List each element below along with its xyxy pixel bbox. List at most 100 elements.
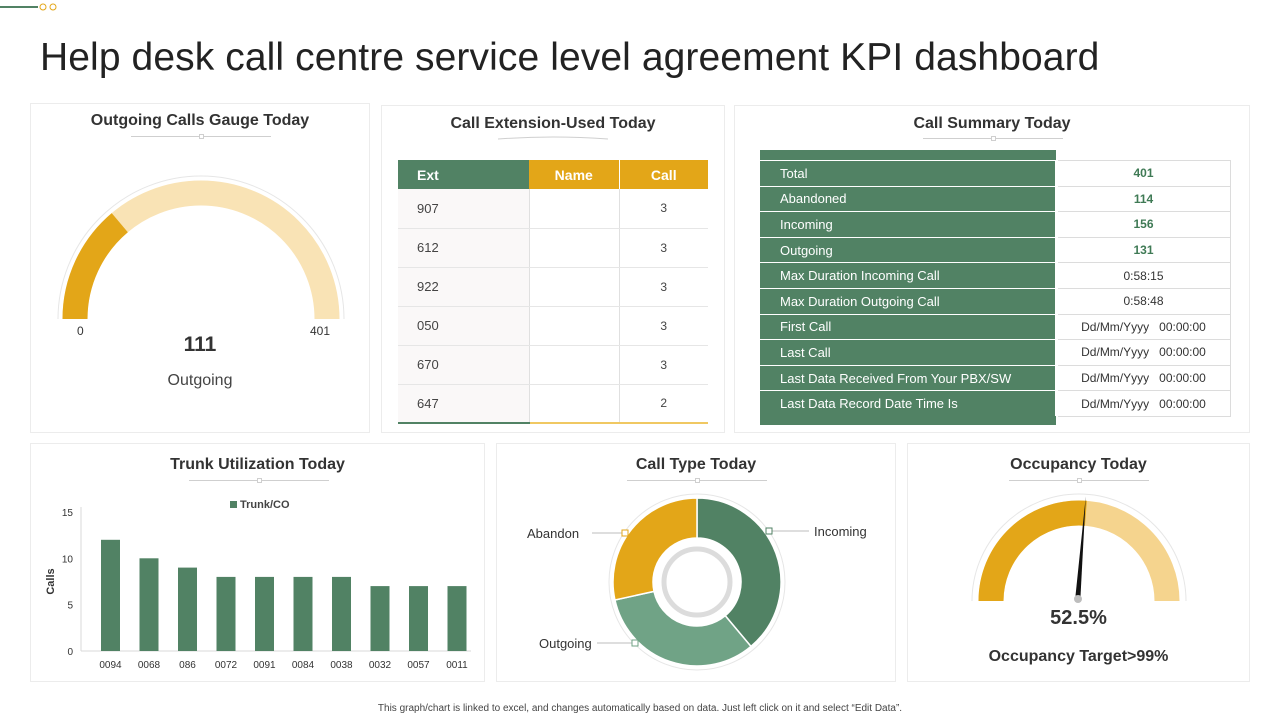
x-tick-label: 0084 xyxy=(292,660,315,671)
summary-row: Outgoing 131 xyxy=(760,236,1231,264)
summary-value: 156 xyxy=(1055,211,1231,238)
donut-inner-ring xyxy=(661,546,733,618)
summary-label: Last Data Received From Your PBX/SW xyxy=(760,365,1058,392)
call-type-title: Call Type Today xyxy=(635,456,757,473)
summary-title: Call Summary Today xyxy=(913,115,1071,132)
gauge-outline xyxy=(57,175,345,320)
trunk-bar xyxy=(216,576,236,651)
summary-label: Max Duration Incoming Call xyxy=(760,262,1058,289)
call-cell: 3 xyxy=(619,306,708,346)
name-cell xyxy=(529,306,620,346)
abandon-label: Abandon xyxy=(527,526,580,541)
extension-table-body: 907 3 612 3 922 3 050 3 670 3 647 2 xyxy=(398,189,708,424)
gauge-max-label: 401 xyxy=(310,324,331,338)
extension-title: Call Extension-Used Today xyxy=(450,115,656,132)
title-divider xyxy=(131,134,271,139)
occupancy-needle-pivot xyxy=(1074,595,1082,603)
trunk-bar xyxy=(370,586,390,651)
donut-slice-abandon xyxy=(612,497,698,601)
occupancy-value: 52.5% xyxy=(1050,607,1107,629)
occupancy-gauge-chart xyxy=(971,493,1187,603)
extension-header-row: Ext Name Call xyxy=(398,160,708,189)
legend-label: Trunk/CO xyxy=(240,499,290,511)
trunk-bar-chart: 0 5 10 15 Calls Trunk/CO 0094 0068 086 0072 0091 00… xyxy=(45,499,471,671)
summary-row: Incoming 156 xyxy=(760,211,1231,238)
donut-slice-outgoing xyxy=(614,590,752,667)
summary-row: Last Data Record Date Time Is Dd/Mm/Yyyy … xyxy=(760,390,1231,417)
summary-label: Max Duration Outgoing Call xyxy=(760,288,1058,315)
title-divider xyxy=(923,136,1063,141)
summary-value: 131 xyxy=(1055,236,1231,264)
trunk-bar xyxy=(447,586,467,651)
summary-label: Incoming xyxy=(760,211,1058,238)
x-tick-label: 0094 xyxy=(99,660,122,671)
name-cell xyxy=(529,384,620,424)
outgoing-gauge-title: Outgoing Calls Gauge Today xyxy=(90,112,310,129)
y-tick-label: 15 xyxy=(62,508,74,519)
x-tick-label: 0057 xyxy=(407,660,430,671)
title-divider xyxy=(189,478,329,483)
incoming-label: Incoming xyxy=(814,524,867,539)
trunk-bar xyxy=(139,558,159,651)
trunk-bar xyxy=(101,539,120,651)
summary-table-body: Total 401 Abandoned 114 Incoming 156 Outgoing 1… xyxy=(760,160,1231,417)
summary-label: First Call xyxy=(760,314,1058,341)
outgoing-leader-marker xyxy=(631,639,639,647)
summary-label: Outgoing xyxy=(760,237,1058,264)
summary-row: First Call Dd/Mm/Yyyy 00:00:00 xyxy=(760,313,1231,341)
gauge-min-label: 0 xyxy=(77,324,84,338)
summary-panel: Call Summary Today Total 401 Abandoned 114 I… xyxy=(734,105,1250,433)
summary-value: 0:58:15 xyxy=(1055,262,1231,289)
donut-slice-incoming xyxy=(696,497,782,648)
y-tick-label: 10 xyxy=(62,554,74,565)
gauge-track-arc xyxy=(62,180,340,320)
call-cell: 3 xyxy=(619,345,708,385)
summary-value: 401 xyxy=(1055,160,1231,187)
occupancy-panel: Occupancy Today 52.5% Occupancy Target>9… xyxy=(907,443,1250,682)
incoming-leader-marker xyxy=(765,527,773,535)
decorative-header-line xyxy=(0,3,57,11)
name-column-header: Name xyxy=(529,160,619,189)
x-tick-label: 0072 xyxy=(215,660,238,671)
summary-row: Max Duration Incoming Call 0:58:15 xyxy=(760,262,1231,289)
call-cell: 3 xyxy=(619,189,708,229)
y-tick-label: 0 xyxy=(67,647,73,658)
outgoing-label: Outgoing xyxy=(539,636,592,651)
ext-column-header: Ext xyxy=(398,160,529,189)
occupancy-target: Occupancy Target>99% xyxy=(988,648,1169,665)
occupancy-needle xyxy=(1075,496,1086,597)
summary-row: Max Duration Outgoing Call 0:58:48 xyxy=(760,287,1231,315)
extension-row: 050 3 xyxy=(398,306,708,346)
title-divider xyxy=(1009,478,1149,483)
occupancy-title: Occupancy Today xyxy=(1010,456,1147,473)
extension-row: 647 2 xyxy=(398,384,708,424)
call-column-header: Call xyxy=(618,160,708,189)
summary-value: 0:58:48 xyxy=(1055,287,1231,315)
name-cell xyxy=(529,228,620,268)
summary-row: Total 401 xyxy=(760,160,1231,187)
summary-table: Total 401 Abandoned 114 Incoming 156 Outgoing 1… xyxy=(760,160,1231,417)
y-tick-label: 5 xyxy=(67,601,73,612)
extension-row: 612 3 xyxy=(398,228,708,268)
footer-note: This graph/chart is linked to excel, and… xyxy=(377,703,903,714)
extension-row: 907 3 xyxy=(398,189,708,229)
ext-cell: 922 xyxy=(398,267,530,307)
call-cell: 2 xyxy=(619,384,708,424)
summary-row: Abandoned 114 xyxy=(760,185,1231,213)
call-cell: 3 xyxy=(619,267,708,307)
call-cell: 3 xyxy=(619,228,708,268)
gauge-value-arc xyxy=(62,213,129,320)
trunk-bar xyxy=(255,576,274,651)
ext-cell: 050 xyxy=(398,306,530,346)
summary-label: Total xyxy=(760,160,1058,187)
extension-row: 922 3 xyxy=(398,267,708,307)
extension-title-divider xyxy=(497,136,609,140)
y-axis-title: Calls xyxy=(45,568,57,594)
trunk-bar xyxy=(178,567,197,651)
summary-footer-band xyxy=(760,416,1056,425)
summary-label: Last Call xyxy=(760,339,1058,366)
donut-outline xyxy=(608,493,786,671)
summary-label: Last Data Record Date Time Is xyxy=(760,390,1058,417)
extension-row: 670 3 xyxy=(398,345,708,385)
name-cell xyxy=(529,345,620,385)
